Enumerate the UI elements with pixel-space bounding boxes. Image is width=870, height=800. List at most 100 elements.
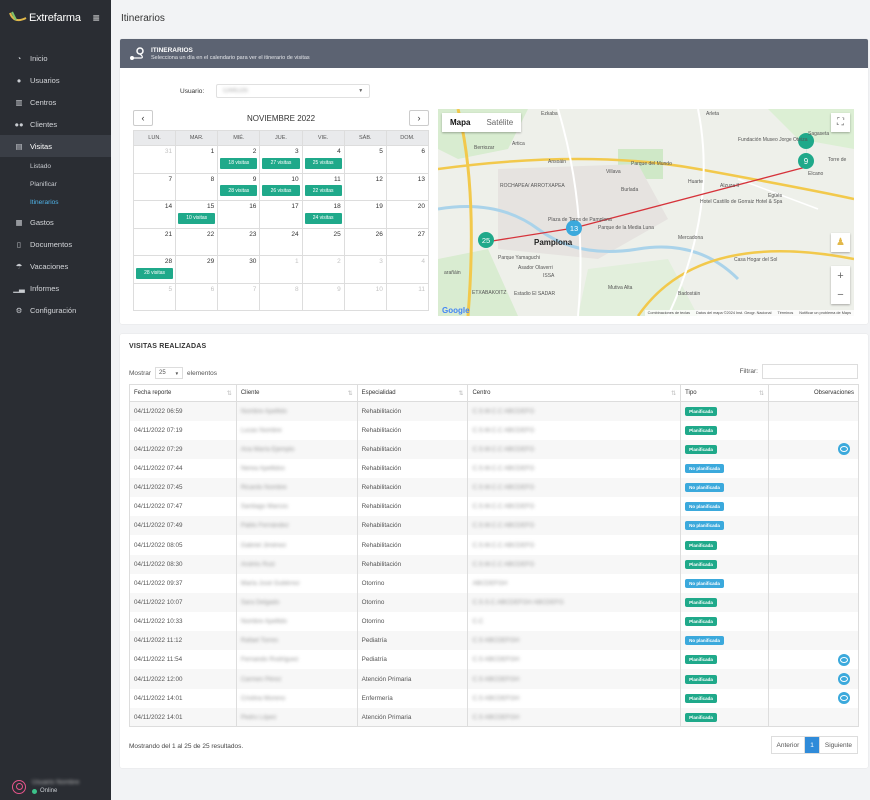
calendar-day[interactable]: 28 28 visitas — [134, 256, 177, 283]
calendar-day[interactable]: 11 22 visitas — [303, 173, 345, 200]
zoom-in-button[interactable]: + — [837, 269, 844, 282]
calendar-day[interactable]: 11 — [387, 284, 428, 311]
street-view-icon[interactable]: ♟ — [831, 233, 850, 252]
sidebar-item-gastos[interactable]: ▦ Gastos — [0, 211, 111, 233]
sort-icon[interactable]: ⇅ — [671, 391, 677, 397]
map-marker[interactable]: 13 — [566, 220, 582, 236]
map-footer-item[interactable]: Combinaciones de teclas — [647, 311, 691, 315]
visit-event[interactable]: 26 visitas — [262, 185, 300, 196]
visit-event[interactable]: 22 visitas — [304, 185, 342, 196]
column-header[interactable]: Observaciones — [767, 384, 860, 402]
eye-icon[interactable] — [837, 443, 850, 456]
map-marker[interactable]: 9 — [798, 133, 815, 175]
table-row[interactable]: 04/11/2022 09:37 María José Gutiérrez Otor… — [129, 573, 860, 593]
calendar-day[interactable]: 29 — [176, 256, 219, 283]
map-footer-item[interactable]: Términos — [777, 311, 794, 315]
calendar-day[interactable]: 3 27 visitas — [260, 146, 303, 173]
visit-event[interactable]: 25 visitas — [304, 157, 342, 169]
calendar-day[interactable]: 22 — [176, 228, 219, 255]
calendar-day[interactable]: 15 10 visitas — [176, 201, 219, 228]
prev-page-button[interactable]: Anterior — [772, 737, 806, 753]
sort-icon[interactable]: ⇅ — [347, 391, 353, 397]
sidebar-item-clientes[interactable]: ●● Clientes — [0, 113, 111, 135]
table-row[interactable]: 04/11/2022 07:19 Lucas Nombre Rehabilitaci… — [129, 420, 860, 440]
table-row[interactable]: 04/11/2022 10:07 Sara Delgado Otorrino C.S.… — [129, 592, 860, 613]
page-length-select[interactable]: 25 ▼ — [155, 367, 184, 379]
sidebar-subitem-listado[interactable]: Listado — [30, 162, 51, 170]
calendar-day[interactable]: 4 25 visitas — [303, 146, 345, 173]
calendar-day[interactable]: 23 — [218, 228, 261, 255]
table-row[interactable]: 04/11/2022 08:30 Andrés Ruiz Rehabilitació… — [129, 554, 860, 574]
sidebar-item-vacaciones[interactable]: ☂ Vacaciones — [0, 255, 111, 277]
eye-icon[interactable] — [837, 692, 850, 705]
map-tab-mapa[interactable]: Mapa — [450, 118, 471, 127]
table-row[interactable]: 04/11/2022 11:54 Fernando Rodríguez Pediat… — [129, 650, 860, 670]
calendar-day[interactable]: 1 — [176, 146, 219, 173]
filter-input[interactable] — [762, 364, 858, 379]
calendar-day[interactable]: 17 — [260, 201, 303, 228]
usuario-select[interactable]: CARLOS ▼ — [216, 84, 371, 98]
calendar-day[interactable]: 3 — [345, 256, 387, 283]
column-header[interactable]: Cliente ⇅ — [235, 384, 358, 402]
column-header[interactable]: Tipo ⇅ — [680, 384, 769, 402]
map-tab-satelite[interactable]: Satélite — [486, 118, 514, 127]
visit-event[interactable]: 24 visitas — [304, 212, 342, 224]
column-header[interactable]: Fecha reporte ⇅ — [129, 384, 237, 402]
sidebar-item-configuración[interactable]: ⚙ Configuración — [0, 299, 111, 321]
map[interactable]: 9 13 25 Ezkaba Arleta Sagaseta Berriozar Art… — [438, 109, 854, 316]
calendar-day[interactable]: 19 — [345, 201, 387, 228]
map-canvas[interactable]: 9 13 25 Ezkaba Arleta Sagaseta Berriozar Art… — [438, 109, 854, 316]
visit-event[interactable]: 28 visitas — [136, 267, 174, 279]
eye-icon[interactable] — [837, 673, 850, 686]
sidebar-item-usuarios[interactable]: ● Usuarios — [0, 69, 111, 91]
table-row[interactable]: 04/11/2022 07:49 Pablo Fernández Rehabilit… — [129, 516, 860, 536]
map-footer-item[interactable]: Notificar un problema de Maps — [799, 311, 851, 315]
calendar-day[interactable]: 27 — [387, 229, 428, 256]
table-row[interactable]: 04/11/2022 07:44 Nerea Apellidos Rehabilit… — [129, 458, 860, 479]
hamburger-icon[interactable]: ≡ — [92, 11, 100, 25]
sidebar-item-visitas[interactable]: ▤ Visitas — [0, 135, 111, 157]
calendar-day[interactable]: 10 — [345, 283, 387, 310]
table-row[interactable]: 04/11/2022 07:29 Ana María Ejemplo Rehabil… — [129, 439, 860, 459]
table-row[interactable]: 04/11/2022 07:45 Ricardo Nombre Rehabilita… — [129, 478, 860, 498]
calendar-day[interactable]: 7 — [134, 173, 177, 200]
column-header[interactable]: Centro ⇅ — [467, 384, 682, 402]
table-row[interactable]: 04/11/2022 06:59 Nombre Apellido Rehabilit… — [129, 401, 860, 421]
calendar-day[interactable]: 24 — [260, 228, 303, 255]
visit-event[interactable]: 27 visitas — [262, 157, 300, 169]
column-header[interactable]: Especialidad ⇅ — [356, 384, 469, 402]
calendar-day[interactable]: 2 — [303, 256, 345, 283]
calendar-day[interactable]: 7 — [218, 283, 261, 310]
sidebar-item-inicio[interactable]: ◔ Inicio — [0, 47, 111, 69]
table-row[interactable]: 04/11/2022 10:33 Nombre Apellido Otorrino C… — [129, 612, 860, 632]
next-page-button[interactable]: Siguiente — [824, 741, 852, 749]
sidebar-item-documentos[interactable]: ▯ Documentos — [0, 233, 111, 255]
calendar-day[interactable]: 18 24 visitas — [303, 201, 345, 228]
sort-icon[interactable]: ⇅ — [226, 391, 232, 397]
table-row[interactable]: 04/11/2022 08:05 Gabriel Jiménez Rehabilit… — [129, 535, 860, 555]
calendar-day[interactable]: 9 28 visitas — [218, 173, 261, 200]
table-row[interactable]: 04/11/2022 14:01 Pedro López Atención Prim… — [129, 707, 860, 727]
sidebar-subitem-itinerarios[interactable]: Itinerarios — [30, 198, 59, 206]
calendar-day[interactable]: 25 — [303, 228, 345, 255]
sort-icon[interactable]: ⇅ — [458, 391, 464, 397]
zoom-out-button[interactable]: − — [837, 288, 844, 301]
calendar-day[interactable]: 1 — [260, 256, 303, 283]
calendar-day[interactable]: 26 — [345, 228, 387, 255]
table-row[interactable]: 04/11/2022 07:47 Santiago Marcos Rehabilit… — [129, 497, 860, 517]
sort-icon[interactable]: ⇅ — [758, 391, 764, 397]
calendar-day[interactable]: 6 — [387, 146, 428, 173]
calendar-day[interactable]: 31 — [134, 146, 177, 173]
calendar-day[interactable]: 6 — [176, 283, 219, 310]
fullscreen-icon[interactable]: ⛶ — [831, 113, 850, 132]
table-row[interactable]: 04/11/2022 14:01 Cristina Moreno Enfermerí… — [129, 688, 860, 708]
calendar-day[interactable]: 16 — [218, 201, 261, 228]
calendar-day[interactable]: 8 — [176, 173, 219, 200]
calendar-day[interactable]: 5 — [345, 146, 387, 173]
calendar-day[interactable]: 9 — [303, 283, 345, 310]
visit-event[interactable]: 10 visitas — [178, 212, 216, 224]
calendar-day[interactable]: 13 — [387, 174, 428, 201]
visit-event[interactable]: 28 visitas — [220, 185, 258, 196]
calendar-day[interactable]: 21 — [134, 228, 177, 255]
table-row[interactable]: 04/11/2022 11:12 Rafael Torres Pediatría C.… — [129, 631, 860, 651]
